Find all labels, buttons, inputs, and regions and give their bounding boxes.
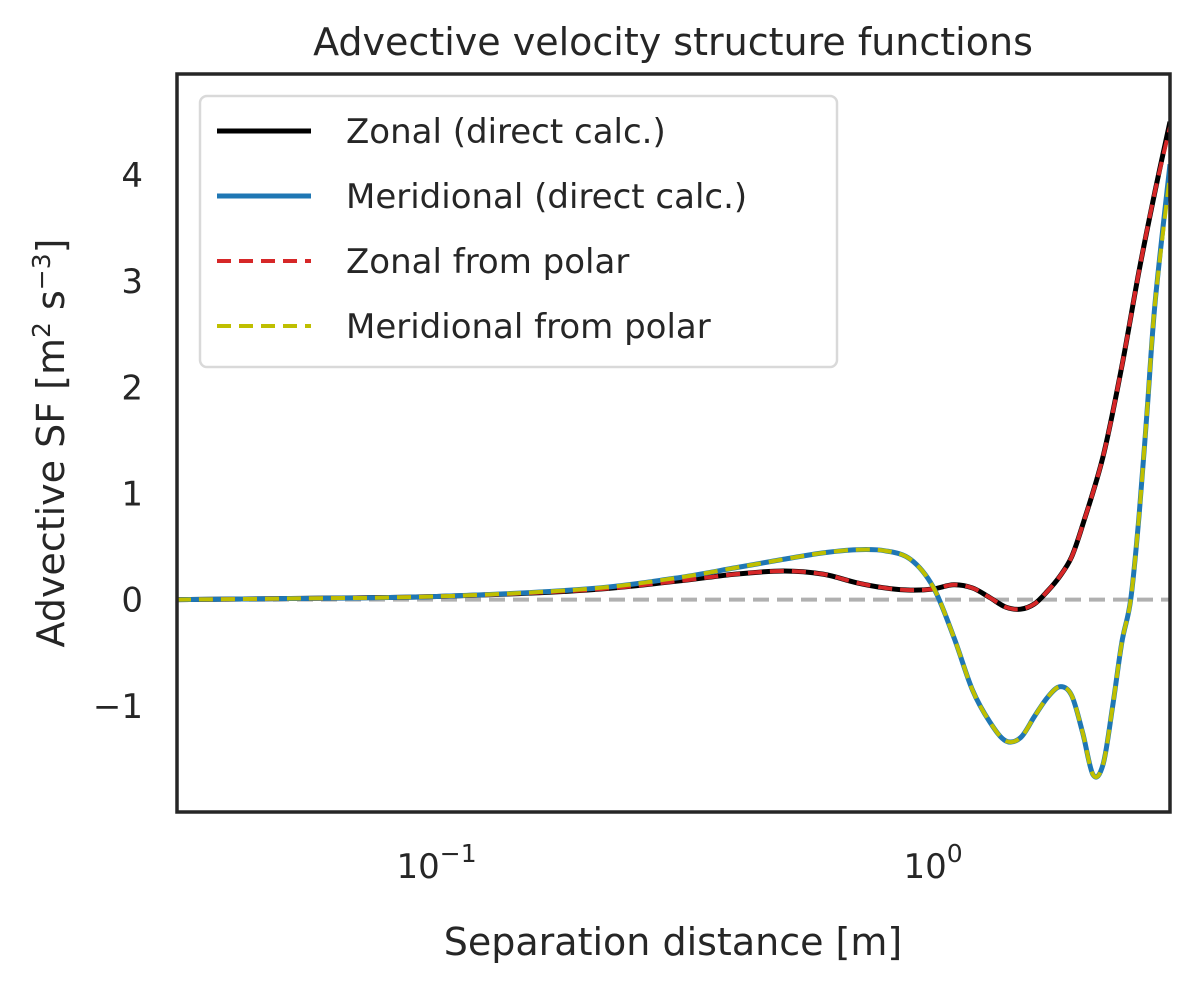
plot-area bbox=[175, 72, 1172, 814]
legend-label-4: Meridional from polar bbox=[346, 307, 711, 347]
y-tick-label: 3 bbox=[121, 262, 143, 302]
legend: Zonal (direct calc.) Meridional (direct c… bbox=[198, 94, 839, 369]
legend-label-3: Zonal from polar bbox=[346, 242, 629, 282]
x-tick-label: 10−1 bbox=[397, 839, 477, 887]
chart-title: Advective velocity structure functions bbox=[313, 20, 1033, 64]
series-line-4 bbox=[177, 174, 1170, 780]
y-tick-label: 0 bbox=[121, 581, 143, 621]
x-tick-label: 100 bbox=[904, 839, 963, 887]
y-tick-label: 2 bbox=[121, 368, 143, 408]
y-tick-label: 4 bbox=[121, 156, 143, 196]
legend-frame bbox=[198, 94, 839, 369]
x-axis-label: Separation distance [m] bbox=[444, 920, 902, 964]
legend-label-2: Meridional (direct calc.) bbox=[346, 177, 747, 217]
y-axis-label: Advective SF [m2 s−3] bbox=[27, 239, 73, 648]
x-axis-ticks: 10−1 100 bbox=[397, 839, 963, 887]
y-tick-label: 1 bbox=[121, 474, 143, 514]
plot-frame bbox=[175, 72, 1172, 814]
legend-label-1: Zonal (direct calc.) bbox=[346, 112, 666, 152]
y-tick-label: −1 bbox=[93, 687, 143, 727]
y-axis-ticks: −1 0 1 2 3 4 bbox=[93, 156, 143, 727]
